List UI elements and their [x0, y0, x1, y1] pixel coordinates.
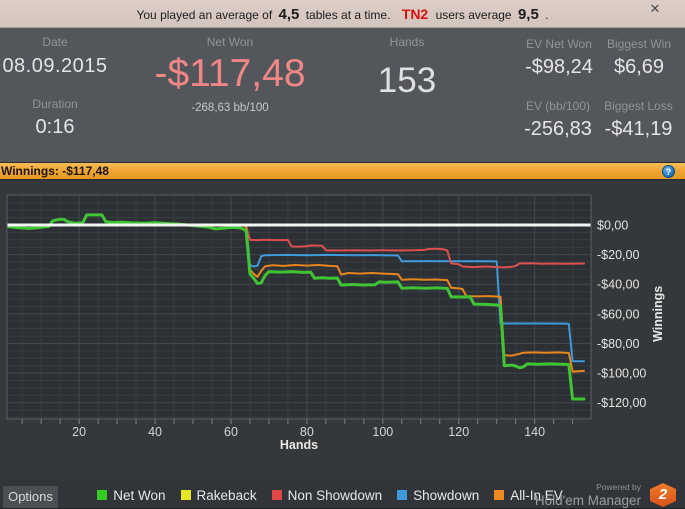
series-net-won: [7, 213, 586, 401]
winnings-graph-canvas: 20 40 60 80 100 120 140 Hands $0,00 -$20,00 -$40,0…: [6, 194, 665, 452]
ev-bb100-value: -256,83: [524, 118, 592, 140]
legend-label: Non Showdown: [287, 487, 383, 503]
options-button[interactable]: Options: [3, 486, 58, 508]
holdem-manager-label: Hold'em Manager: [534, 493, 641, 508]
date-value: 08.09.2015: [2, 55, 108, 77]
legend-item-showdown[interactable]: Showdown: [397, 488, 479, 503]
x-tick-label: 120: [448, 425, 469, 439]
stat-biggest-win: Biggest Win $6,69: [594, 37, 684, 79]
x-tick-label: 40: [148, 425, 162, 439]
x-tick-label: 140: [524, 425, 545, 439]
stat-biggest-loss: Biggest Loss -$41,19: [592, 99, 685, 141]
net-won-bb100: -268,63 bb/100: [191, 102, 269, 114]
net-won-label: Net Won: [206, 35, 254, 49]
banner-brand-tn2: TN2: [401, 6, 429, 22]
y-tick-label: -$40,00: [597, 278, 639, 292]
chart-title-bar: Winnings: -$117,48 ?: [0, 162, 685, 180]
legend-swatch-icon: [180, 490, 191, 500]
x-tick-label: 60: [224, 425, 238, 439]
y-tick-label: -$120,00: [597, 396, 646, 410]
plot-area: [7, 195, 591, 419]
net-won-value: -$117,48: [154, 52, 306, 95]
legend-item-rakeback[interactable]: Rakeback: [180, 487, 257, 503]
plot-border: [6, 194, 592, 420]
y-axis-label: Winnings: [651, 286, 665, 342]
x-tick-label: 20: [72, 425, 86, 439]
ev-net-won-label: EV Net Won: [526, 37, 592, 51]
legend-item-net-won[interactable]: Net Won: [97, 487, 166, 503]
powered-by-block: Powered by Hold'em Manager: [535, 480, 641, 508]
help-icon[interactable]: ?: [662, 165, 675, 178]
y-tick-label: $0,00: [597, 219, 628, 233]
stat-duration: Duration 0:16: [0, 97, 110, 139]
y-tick-label: -$80,00: [597, 337, 639, 351]
close-icon[interactable]: ✕: [649, 1, 661, 16]
tableninja-banner: You played an average of 4,5 tables at a…: [0, 0, 685, 28]
legend-swatch-icon: [271, 490, 282, 500]
biggest-loss-value: -$41,19: [604, 118, 673, 140]
hands-label: Hands: [389, 35, 425, 49]
series-non-showdown: [7, 224, 585, 269]
legend-label: All-In EV: [510, 487, 563, 503]
y-tick-label: -$100,00: [597, 367, 646, 381]
banner-text-after: users average: [435, 8, 512, 22]
duration-value: 0:16: [35, 116, 75, 138]
ev-net-won-value: -$98,24: [525, 56, 593, 78]
x-tick-label: 80: [300, 425, 314, 439]
banner-text-prefix: You played an average of: [136, 8, 273, 22]
chart-title: Winnings: -$117,48: [1, 164, 109, 178]
banner-avg-users: 9,5: [517, 6, 539, 23]
series-showdown: [7, 224, 585, 363]
x-tick-label: 100: [372, 425, 393, 439]
banner-text-end: .: [545, 8, 549, 22]
legend-swatch-icon: [97, 490, 108, 500]
chart-legend: Net Won Rakeback Non Showdown Showdown All-I…: [97, 485, 563, 505]
legend-swatch-icon: [494, 490, 505, 500]
stat-date: Date 08.09.2015: [0, 35, 110, 78]
y-tick-label: -$20,00: [597, 248, 639, 262]
winnings-chart: 20 40 60 80 100 120 140 Hands $0,00 -$20,00 -$40,0…: [0, 180, 685, 480]
date-label: Date: [42, 35, 68, 49]
legend-label: Rakeback: [196, 487, 257, 503]
stat-ev-net-won: EV Net Won -$98,24: [500, 37, 618, 79]
biggest-loss-label: Biggest Loss: [604, 99, 673, 113]
duration-label: Duration: [32, 97, 78, 111]
legend-item-non-showdown[interactable]: Non Showdown: [271, 487, 383, 503]
powered-by-label: Powered by: [596, 482, 641, 492]
banner-text-mid: tables at a time.: [305, 8, 391, 22]
ev-bb100-label: EV (bb/100): [525, 99, 591, 113]
x-axis-label: Hands: [280, 438, 318, 452]
legend-item-all-in-ev[interactable]: All-In EV: [494, 488, 563, 503]
banner-avg-tables: 4,5: [278, 6, 300, 23]
biggest-win-value: $6,69: [613, 56, 665, 78]
legend-label: Net Won: [113, 487, 166, 503]
legend-label: Showdown: [413, 487, 480, 503]
stat-net-won: Net Won -$117,48 -268,63 bb/100: [118, 35, 342, 114]
session-stats-panel: Date 08.09.2015 Duration 0:16 Net Won -$…: [0, 28, 685, 162]
legend-swatch-icon: [397, 490, 408, 500]
series-all-in-ev: [7, 224, 585, 373]
hm2-logo-icon: 2: [650, 483, 676, 507]
y-tick-label: -$60,00: [597, 307, 639, 321]
footer-bar: Options Net Won Rakeback Non Showdown Showd…: [0, 480, 685, 508]
stat-ev-bb100: EV (bb/100) -256,83: [498, 99, 618, 141]
biggest-win-label: Biggest Win: [606, 37, 672, 51]
hands-value: 153: [377, 61, 437, 100]
stat-hands: Hands 153: [344, 35, 470, 101]
